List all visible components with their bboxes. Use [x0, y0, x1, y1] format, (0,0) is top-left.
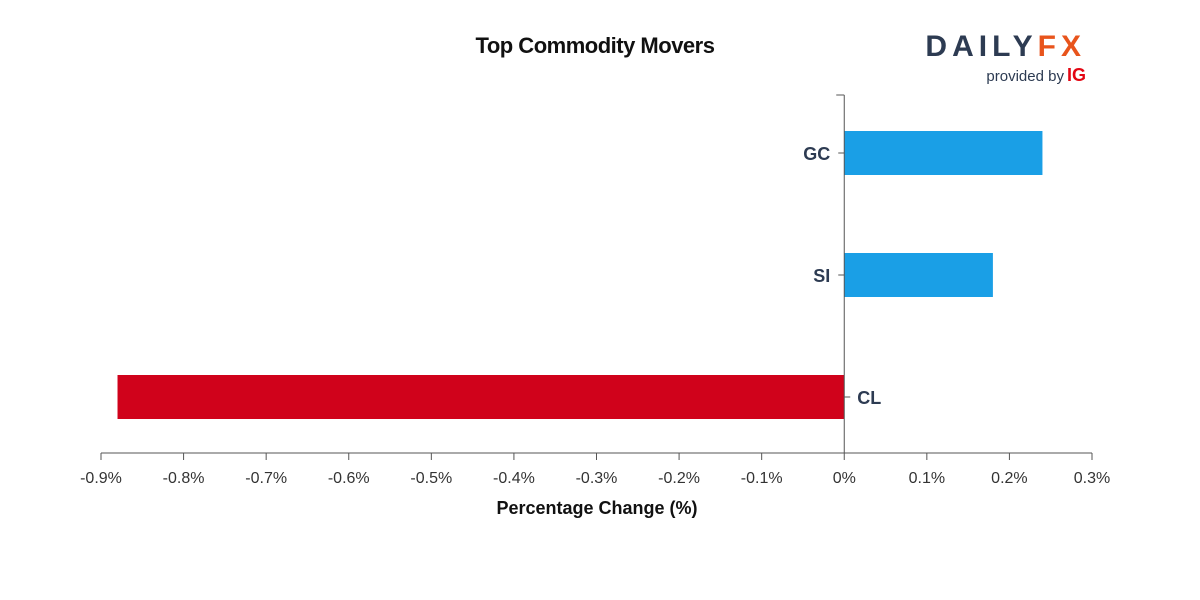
ig-logo-text: IG: [1066, 65, 1086, 85]
category-label-cl: CL: [857, 388, 881, 408]
x-axis-title: Percentage Change (%): [496, 498, 697, 518]
logo-fx-text: FX: [1037, 30, 1086, 63]
x-tick-label: -0.4%: [493, 470, 535, 487]
axes-group: GC SI CL -0.9% -0.8% -0.7% -0.6% -0.5% -0.4% -0.3…: [80, 94, 1110, 487]
x-tick-label: 0%: [833, 470, 856, 487]
provided-by: provided by IG: [986, 65, 1086, 86]
bar-cl: [117, 375, 845, 419]
x-tick-label: -0.9%: [80, 470, 122, 487]
bars-group: [117, 131, 1043, 419]
x-tick-label: -0.2%: [658, 470, 700, 487]
category-label-si: SI: [813, 266, 830, 286]
x-tick-label: -0.6%: [328, 470, 370, 487]
x-tick-label: 0.1%: [909, 470, 945, 487]
category-label-gc: GC: [803, 144, 830, 164]
dailyfx-logo: DAILYFX provided by IG: [900, 30, 1090, 86]
bar-gc: [844, 131, 1043, 175]
x-tick-label: -0.8%: [163, 470, 205, 487]
chart-title: Top Commodity Movers: [475, 33, 715, 58]
x-tick-label: -0.7%: [245, 470, 287, 487]
x-tick-label: 0.2%: [991, 470, 1027, 487]
x-tick-label: -0.3%: [576, 470, 618, 487]
x-tick-label: -0.5%: [410, 470, 452, 487]
x-tick-label: -0.1%: [741, 470, 783, 487]
logo-wordmark: DAILYFX: [925, 30, 1086, 64]
logo-daily-text: DAILY: [925, 30, 1038, 63]
provided-by-text: provided by: [986, 68, 1064, 85]
bar-si: [844, 253, 993, 297]
x-tick-label: 0.3%: [1074, 470, 1110, 487]
